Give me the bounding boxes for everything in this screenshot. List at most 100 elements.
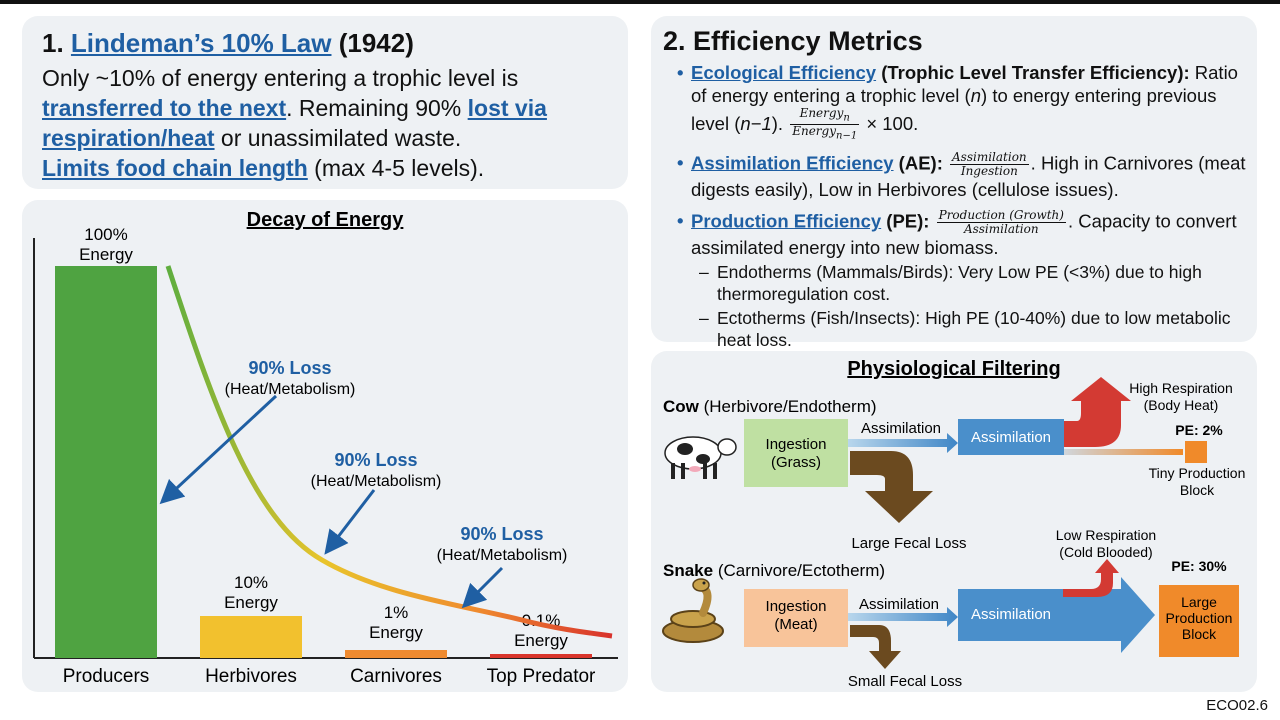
loss-sub-1: (Heat/Metabolism) — [225, 381, 356, 398]
loss-label-3: 90% Loss — [460, 524, 543, 544]
bar-label-bottom-carnivores: Energy — [369, 623, 423, 642]
category-herbivores: Herbivores — [205, 666, 297, 687]
assimilation-efficiency-item: Assimilation Efficiency (AE): Assimilati… — [663, 149, 1253, 201]
ecto-text: Ectotherms (Fish/Insects): High PE (10-4… — [717, 307, 1231, 350]
law-max: (max 4-5 levels). — [307, 155, 485, 181]
law-lost: lost via — [467, 95, 547, 121]
cow-ingestion-box — [744, 419, 848, 487]
cow-prod2: Block — [1180, 482, 1215, 498]
snake-prod2: Production — [1166, 610, 1233, 626]
snake-icon — [662, 578, 724, 643]
bar-label-bottom-herbivores: Energy — [224, 593, 278, 612]
eco-paren: (Trophic Level Transfer Efficiency): — [876, 62, 1190, 83]
decay-panel: Decay of Energy 100% Energy Producers 10% En… — [22, 200, 628, 692]
bar-top-predator — [490, 654, 592, 658]
endo-text: Endotherms (Mammals/Birds): Very Low PE … — [717, 261, 1202, 304]
bar-label-top-producers: 100% — [84, 225, 127, 244]
pe-num: Production (Growth) — [936, 207, 1066, 223]
decay-title: Decay of Energy — [247, 209, 405, 231]
category-producers: Producers — [63, 666, 150, 687]
cow-respiration-arrow — [1064, 377, 1131, 447]
cow-arrow-label: Assimilation — [861, 420, 941, 437]
eco-text2: ) to energy entering previous level ( — [691, 85, 1217, 134]
law-transferred: transferred to the next — [42, 95, 287, 121]
snake-prod1: Large — [1181, 594, 1217, 610]
law-heading: 1. Lindeman’s 10% Law (1942) — [42, 28, 622, 59]
filtering-title: Physiological Filtering — [847, 358, 1060, 380]
cow-prod1: Tiny Production — [1149, 465, 1246, 481]
snake-assimilation-arrow — [848, 607, 958, 627]
loss-arrow-2 — [324, 489, 376, 555]
pe-den: Assimilation — [963, 221, 1039, 236]
loss-sub-2: (Heat/Metabolism) — [311, 473, 442, 490]
snake-resp1: Low Respiration — [1056, 527, 1156, 543]
bar-producers — [55, 266, 157, 658]
law-resp: respiration/heat — [42, 125, 215, 151]
ae-text: . High in Carnivores (meat digests easil… — [691, 152, 1246, 200]
metrics-title: 2. Efficiency Metrics — [663, 26, 923, 56]
snake-ingestion-box — [744, 589, 848, 647]
loss-sub-3: (Heat/Metabolism) — [437, 547, 568, 564]
cow-type: (Herbivore/Endotherm) — [699, 397, 877, 416]
snake-heading: Snake (Carnivore/Ectotherm) — [663, 561, 885, 580]
loss-arrow-1 — [159, 394, 278, 505]
category-top-predator: Top Predator — [487, 666, 596, 687]
top-border — [0, 0, 1280, 4]
ae-term: Assimilation Efficiency — [691, 152, 894, 174]
efficiency-metrics-panel: 2. Efficiency Metrics Ecological Efficie… — [651, 16, 1257, 350]
eco-term: Ecological Efficiency — [691, 62, 877, 83]
cow-pe: PE: 2% — [1175, 422, 1223, 438]
snake-arrow-label: Assimilation — [859, 596, 939, 613]
law-number: 1. — [42, 28, 64, 58]
eco-den: Energy — [792, 124, 836, 139]
ae-abbr: (AE): — [893, 152, 943, 174]
eco-fraction: Energyn Energyn−1 — [790, 106, 860, 143]
cow-assim-label: Assimilation — [971, 429, 1051, 446]
snake-fecal-arrow — [850, 625, 901, 669]
bar-label-top-carnivores: 1% — [384, 603, 409, 622]
pe-text: . Capacity to convert assimilated energy… — [691, 210, 1237, 258]
eco-num: Energy — [799, 106, 844, 120]
snake-ingestion-label: Ingestion — [766, 598, 827, 615]
ae-den: Ingestion — [960, 163, 1018, 178]
cow-fecal-label: Large Fecal Loss — [851, 535, 966, 552]
ectotherms-item: – Ectotherms (Fish/Insects): High PE (10-… — [699, 307, 1231, 350]
snake-assimilation-box — [958, 577, 1155, 653]
eco-den-sub: n−1 — [836, 130, 858, 142]
cow-heading: Cow (Herbivore/Endotherm) — [663, 397, 877, 416]
physiological-filtering-panel: Physiological Filtering Cow (Herbivore/E… — [651, 351, 1257, 692]
cow-ingestion-label: Ingestion — [766, 436, 827, 453]
cow-assimilation-box — [958, 419, 1064, 455]
eco-num-sub: n — [843, 112, 850, 124]
ae-fraction: Assimilation Ingestion — [950, 149, 1029, 178]
law-limits: Limits food chain length — [42, 155, 308, 181]
ae-num: Assimilation — [950, 149, 1029, 165]
production-efficiency-item: Production Efficiency (PE): Production (… — [663, 207, 1253, 259]
snake-fecal-label: Small Fecal Loss — [848, 673, 962, 690]
eco-n: n — [970, 85, 982, 106]
eco-times: × 100. — [861, 112, 919, 134]
eco-text1: Ratio of energy entering a trophic level… — [691, 62, 1238, 106]
category-carnivores: Carnivores — [350, 666, 442, 687]
bar-herbivores — [200, 616, 302, 658]
snake-food-label: (Meat) — [774, 616, 817, 633]
cow-icon — [664, 436, 737, 479]
snake-pe: PE: 30% — [1171, 558, 1227, 574]
lindeman-law-panel: 1. Lindeman’s 10% Law (1942) Only ~10% o… — [22, 16, 628, 189]
loss-label-1: 90% Loss — [248, 358, 331, 378]
snake-respiration-arrow — [1063, 559, 1119, 597]
loss-label-2: 90% Loss — [334, 450, 417, 470]
filtering-diagram: Physiological Filtering Cow (Herbivore/E… — [662, 358, 1246, 690]
pe-fraction: Production (Growth) Assimilation — [936, 207, 1066, 236]
endotherms-item: – Endotherms (Mammals/Birds): Very Low PE… — [699, 261, 1202, 304]
decay-curve — [165, 265, 613, 639]
cow-food-label: (Grass) — [771, 454, 821, 471]
bar-label-bottom-producers: Energy — [79, 245, 133, 264]
loss-arrow-3 — [461, 566, 504, 609]
pe-term: Production Efficiency — [691, 210, 882, 232]
snake-name: Snake — [663, 561, 713, 580]
snake-prod3: Block — [1182, 626, 1217, 642]
eco-n1: n−1 — [740, 112, 772, 134]
cow-fecal-arrow — [850, 451, 933, 523]
bar-carnivores — [345, 650, 447, 658]
